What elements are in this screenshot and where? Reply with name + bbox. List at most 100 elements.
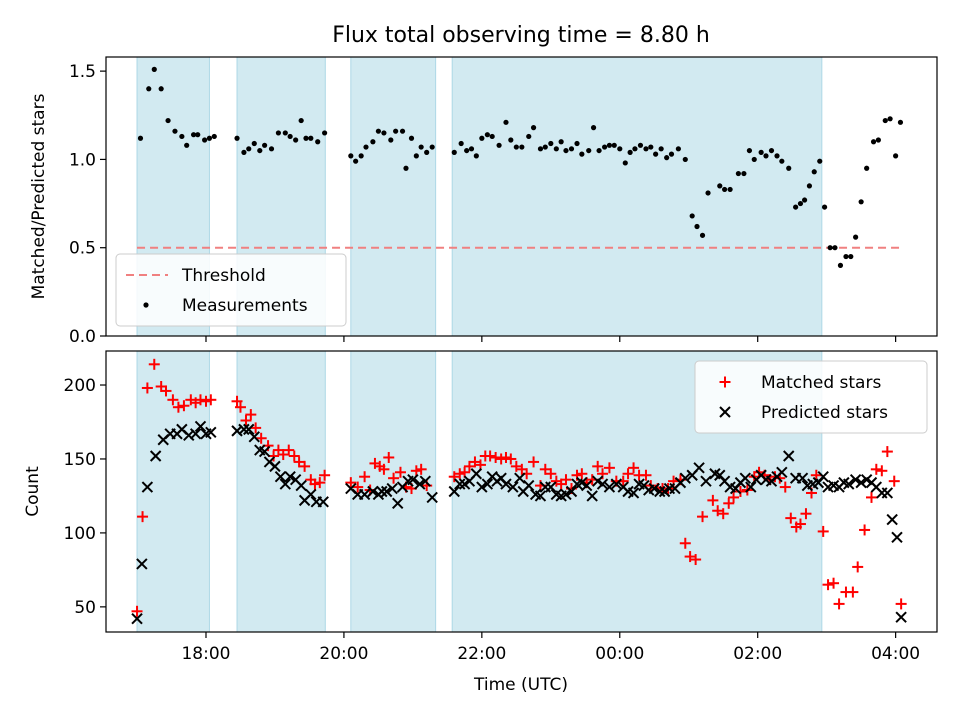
measurement-point: [627, 149, 633, 155]
cross-stroke: [495, 472, 507, 484]
measurement-point: [897, 119, 904, 125]
predicted-star-point: [776, 466, 788, 478]
matched-star-point: [817, 525, 829, 537]
predicted-star-point: [426, 491, 438, 504]
matched-star-point: [528, 456, 540, 468]
cross-stroke: [654, 485, 666, 498]
matched-star-point: [205, 394, 217, 406]
measurement-point: [246, 146, 252, 152]
predicted-star-point: [476, 481, 488, 493]
predicted-star-point: [534, 490, 547, 502]
predicted-star-point: [560, 488, 572, 501]
measurement-point: [257, 147, 263, 154]
cross-stroke: [591, 475, 604, 487]
cross-stroke: [189, 428, 202, 440]
matched-star-point: [178, 400, 190, 412]
measurement-point: [887, 116, 893, 122]
predicted-star-point: [843, 478, 855, 490]
measurement-point: [468, 146, 475, 152]
matched-star-point: [712, 505, 724, 517]
predicted-star-point: [295, 479, 307, 492]
cross-stroke: [289, 473, 302, 486]
predicted-star-point: [739, 472, 751, 484]
y-axis-label: Matched/Predicted stars: [29, 93, 49, 299]
matched-star-point: [697, 511, 709, 523]
x-tick-label: 20:00: [319, 644, 368, 664]
predicted-star-point: [849, 473, 862, 486]
matched-star-point: [314, 477, 326, 489]
measurement-point: [617, 146, 623, 152]
observing-window-band: [350, 56, 437, 337]
predicted-star-point: [380, 485, 393, 498]
measurement-point: [165, 117, 171, 124]
cross-stroke: [855, 476, 867, 489]
predicted-star-point: [895, 611, 907, 623]
y-tick-label: 1.5: [69, 62, 96, 82]
predicted-star-point: [305, 488, 317, 501]
measurement-point: [184, 142, 190, 148]
cross-stroke: [776, 466, 788, 478]
predicted-star-point: [514, 472, 526, 484]
series-measurements: [137, 66, 904, 268]
matched-star-point: [560, 474, 572, 486]
predicted-star-point: [500, 478, 512, 490]
matched-star-point: [383, 451, 395, 463]
matched-star-point: [881, 446, 893, 458]
predicted-star-point: [284, 471, 296, 483]
matched-star-point: [200, 395, 212, 407]
matched-star-point: [690, 554, 702, 566]
measurement-point: [548, 140, 554, 147]
measurement-point: [429, 144, 435, 150]
cross-stroke: [500, 478, 512, 490]
predicted-star-point: [269, 460, 281, 473]
matched-star-point: [160, 385, 172, 397]
measurement-point: [832, 245, 838, 251]
matched-star-point: [539, 463, 551, 475]
cross-stroke: [895, 611, 907, 623]
matched-star-point: [378, 463, 390, 475]
matched-star-point: [794, 518, 806, 530]
cross-stroke: [627, 487, 640, 499]
cross-stroke: [176, 423, 188, 436]
matched-star-point: [388, 472, 400, 484]
y-tick-label: 200: [64, 376, 96, 396]
matched-star-point: [888, 475, 900, 487]
measurement-point: [513, 144, 519, 150]
cross-stroke: [860, 473, 873, 486]
predicted-star-point: [700, 475, 712, 487]
measurement-point: [234, 135, 240, 141]
predicted-star-point: [407, 473, 419, 486]
cross-stroke: [576, 476, 588, 489]
cross-stroke: [843, 478, 855, 490]
predicted-star-point: [580, 479, 593, 492]
measurement-point: [893, 153, 899, 159]
legend-box: [115, 253, 347, 327]
predicted-star-point: [881, 487, 894, 499]
x-tick-label: 00:00: [595, 644, 644, 664]
cross-stroke: [392, 497, 404, 510]
matched-star-point: [870, 463, 882, 475]
cross-stroke: [238, 423, 250, 436]
measurement-point: [727, 186, 733, 193]
measurement-point: [413, 153, 419, 159]
matched-star-point: [592, 460, 604, 472]
predicted-star-point: [243, 423, 255, 436]
measurement-point: [530, 125, 537, 131]
cross-stroke: [870, 481, 883, 493]
measurement-point: [827, 245, 833, 251]
matched-star-point: [319, 469, 331, 481]
measurement-point: [451, 149, 457, 155]
cross-stroke: [648, 482, 660, 495]
cross-stroke: [414, 478, 426, 490]
plot-frame: [105, 350, 938, 633]
cross-stroke: [586, 490, 598, 502]
matched-star-point: [490, 451, 502, 463]
measurement-point: [251, 140, 257, 147]
predicted-star-point: [545, 481, 557, 493]
measurement-point: [151, 66, 157, 72]
matched-star-point: [822, 579, 834, 591]
measurement-point: [602, 144, 608, 150]
measurement-point: [262, 142, 268, 148]
measurement-point: [408, 135, 415, 141]
matched-star-point: [255, 432, 267, 444]
